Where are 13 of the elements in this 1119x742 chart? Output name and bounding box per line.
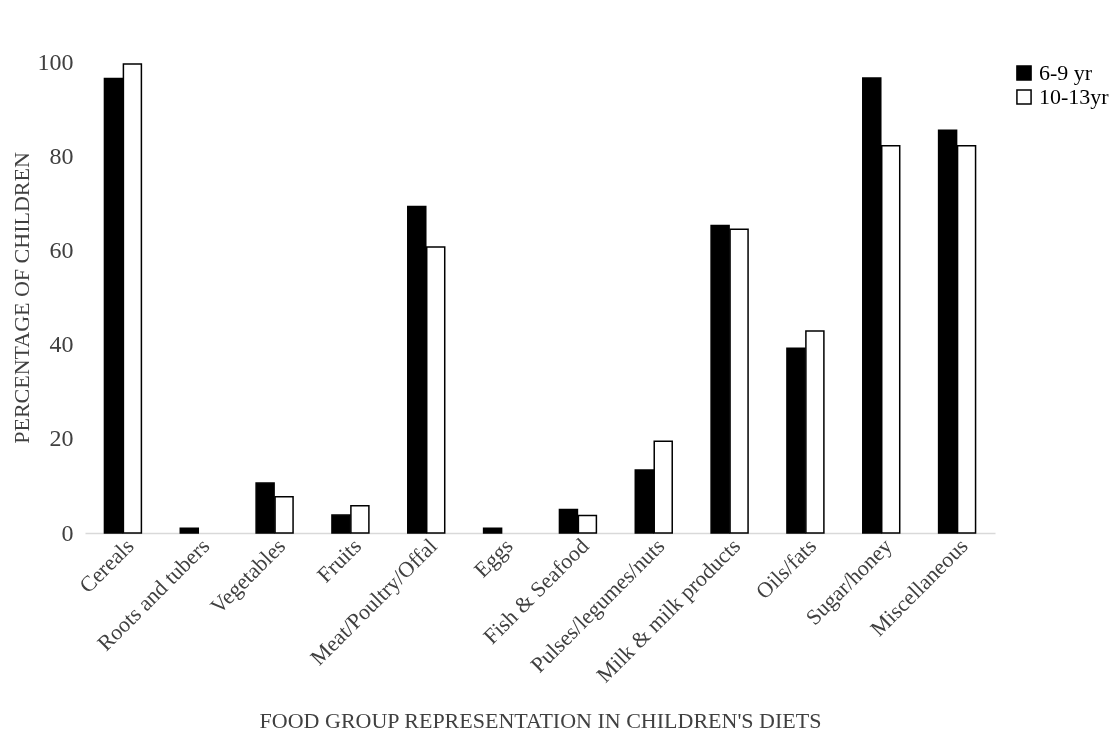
x-axis-title: FOOD GROUP REPRESENTATION IN CHILDREN'S DIETS xyxy=(259,708,822,734)
y-axis-title: PERCENTAGE OF CHILDREN xyxy=(8,152,34,444)
y-tick-label: 40 xyxy=(49,331,74,358)
bar xyxy=(482,527,503,534)
x-tick-label: Eggs xyxy=(468,533,518,583)
y-tick-label: 0 xyxy=(61,519,74,546)
y-tick-label: 20 xyxy=(49,425,74,452)
y-tick-label: 100 xyxy=(37,48,74,75)
legend-label: 6-9 yr xyxy=(1039,60,1093,85)
y-tick-label: 60 xyxy=(49,236,74,263)
legend-label: 10-13yr xyxy=(1039,84,1110,109)
bar xyxy=(179,527,200,534)
y-tick-label: 80 xyxy=(49,142,74,169)
